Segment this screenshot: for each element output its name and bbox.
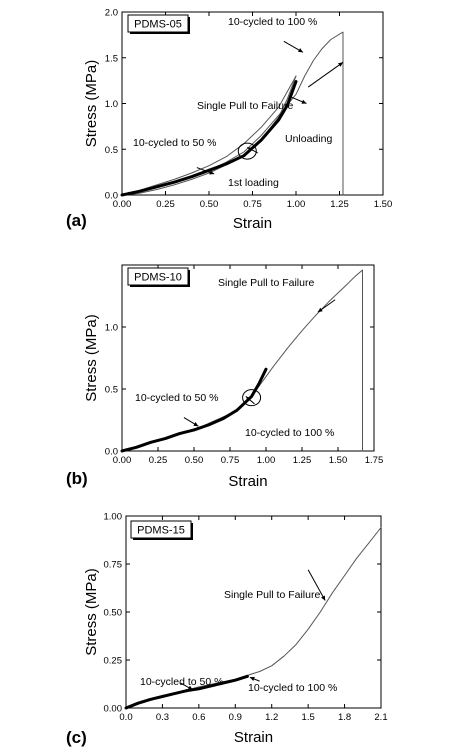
annotation-arrowhead: [187, 685, 193, 690]
y-axis-label: Stress (MPa): [83, 314, 100, 402]
x-tick-label: 0.3: [156, 712, 169, 723]
y-tick-label: 0.5: [105, 145, 118, 156]
annotation-label: 10-cycled to 50 %: [140, 676, 223, 688]
series-line-10-cycled-to-100: [192, 367, 268, 432]
annotation-label: 10-cycled to 50 %: [135, 392, 218, 404]
x-axis-label: Strain: [228, 473, 267, 490]
annotation-label: 10-cycled to 50 %: [133, 137, 216, 149]
y-tick-label: 2.0: [105, 8, 118, 19]
series-line-10-cycled-to-100: [185, 674, 249, 693]
annotation-arrowhead: [297, 48, 303, 53]
x-axis-label: Strain: [234, 729, 273, 746]
annotation-arrowhead: [209, 170, 215, 175]
chart-panel-b: 0.00 0.25 0.50 0.75 1.00 1.25 1.50 1.75 0.0 0.5 1.…: [66, 264, 384, 490]
annotation-label: 10-cycled to 100 %: [228, 16, 317, 28]
series-line-10-cycled-to-50: [120, 168, 211, 197]
annotation-arrowhead: [301, 99, 307, 104]
y-tick-label: 1.00: [104, 512, 123, 523]
legend-box: [127, 14, 189, 33]
transition-circle: [237, 142, 257, 160]
panel-letter: (a): [66, 211, 87, 230]
series-line-single-pull-to-failure: [125, 527, 382, 709]
annotation-label: 10-cycled to 100 %: [245, 427, 334, 439]
annotation-label: 10-cycled to 100 %: [248, 682, 337, 694]
chart-panel-c: 0.0 0.3 0.6 0.9 1.2 1.5 1.8 2.1 0.00 0.25 0.50 0.75…: [66, 512, 388, 748]
legend-label: PDMS-05: [134, 19, 182, 31]
y-tick-label: 1.5: [105, 53, 118, 64]
annotation-arrowhead: [245, 396, 251, 402]
y-axis-label: Stress (MPa): [83, 568, 100, 656]
y-tick-label: 1.0: [105, 99, 118, 110]
plot-frame: [121, 264, 375, 452]
y-tick-label: 1.0: [105, 323, 118, 334]
annotation-label: Single Pull to Failure: [218, 277, 314, 289]
x-tick-label: 0.00: [113, 199, 132, 210]
x-tick-label: 2.1: [374, 712, 387, 723]
y-tick-label: 0.5: [105, 385, 118, 396]
x-tick-label: 1.75: [365, 455, 384, 466]
x-tick-label: 0.50: [185, 455, 204, 466]
panel-letter: (c): [66, 728, 87, 747]
x-tick-label: 1.00: [287, 199, 306, 210]
x-tick-label: 0.50: [200, 199, 219, 210]
x-tick-label: 1.25: [293, 455, 312, 466]
y-tick-label: 0.00: [104, 704, 123, 715]
series-line-single-pull-to-failure: [121, 31, 344, 196]
x-tick-label: 1.50: [374, 199, 393, 210]
legend-box: [127, 267, 189, 286]
x-axis-label: Strain: [233, 215, 272, 232]
x-tick-label: 1.5: [302, 712, 315, 723]
series-line-unloading: [125, 75, 297, 196]
annotation-label: Single Pull to Failure: [224, 589, 320, 601]
series-line-1st-loading: [121, 75, 297, 196]
annotation-arrowhead: [193, 422, 199, 427]
legend-label: PDMS-15: [137, 525, 185, 537]
annotation-label: Single Pull to Failure: [197, 100, 293, 112]
annotation-arrowhead: [249, 676, 255, 681]
x-tick-label: 0.6: [192, 712, 205, 723]
x-tick-label: 0.9: [229, 712, 242, 723]
legend-label: PDMS-10: [134, 272, 182, 284]
series-line-10-cycled-to-50: [120, 428, 196, 453]
x-tick-label: 0.75: [221, 455, 240, 466]
series-line-10-cycled-to-100: [207, 80, 298, 172]
x-tick-label: 1.00: [257, 455, 276, 466]
annotation-label: Unloading: [285, 133, 332, 145]
x-tick-label: 0.25: [156, 199, 175, 210]
annotation-arrowhead: [247, 147, 253, 152]
x-tick-label: 1.2: [265, 712, 278, 723]
y-tick-label: 0.50: [104, 608, 123, 619]
y-tick-label: 0.0: [105, 447, 118, 458]
annotation-label: 1st loading: [228, 177, 279, 189]
y-axis-label: Stress (MPa): [83, 60, 100, 148]
legend-box: [130, 520, 192, 539]
x-tick-label: 1.50: [329, 455, 348, 466]
annotation-arrow: [307, 569, 326, 601]
series-line-single-pull-to-failure: [121, 269, 363, 452]
x-tick-label: 0.00: [113, 455, 132, 466]
y-tick-label: 0.75: [104, 560, 123, 571]
series-line-10-cycled-to-50: [124, 689, 189, 710]
x-tick-label: 1.25: [330, 199, 349, 210]
x-tick-label: 0.25: [149, 455, 168, 466]
chart-panel-a: 0.00 0.25 0.50 0.75 1.00 1.25 1.50 0.0 0.5 1.0 1.5…: [66, 8, 392, 233]
x-tick-label: 0.0: [119, 712, 132, 723]
annotation-arrow: [307, 61, 344, 88]
x-tick-label: 1.8: [338, 712, 351, 723]
y-tick-label: 0.25: [104, 656, 123, 667]
annotation-arrowhead: [338, 62, 343, 67]
annotation-arrowhead: [321, 595, 326, 601]
x-tick-label: 0.75: [243, 199, 262, 210]
transition-circle: [242, 389, 262, 407]
annotation-arrowhead: [317, 307, 323, 313]
y-tick-label: 0.0: [105, 191, 118, 202]
panel-letter: (b): [66, 469, 88, 488]
